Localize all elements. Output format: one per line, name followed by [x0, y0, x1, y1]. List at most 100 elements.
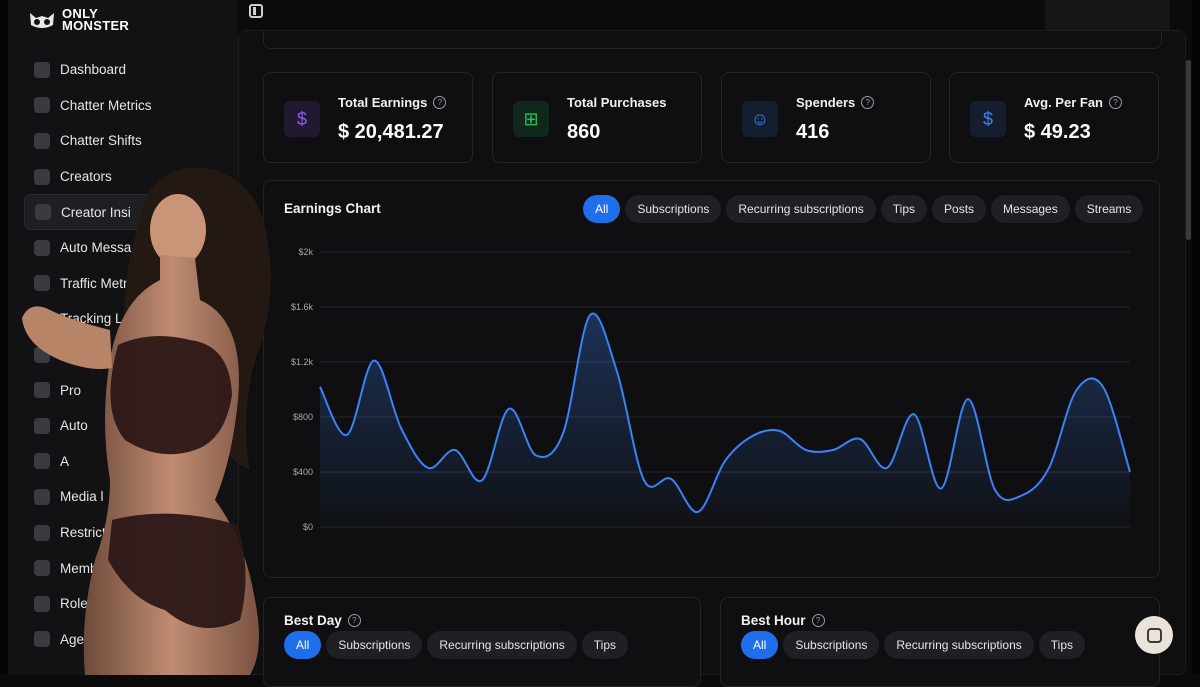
sidebar-item-label: Creators: [60, 169, 112, 184]
best-day-title: Best Day: [284, 613, 342, 628]
agency-icon: [34, 631, 50, 647]
filter-pill[interactable]: Streams: [1075, 195, 1144, 223]
stat-label: Total Purchases: [567, 95, 666, 110]
sidebar-item-label: Media l: [60, 489, 104, 504]
link-icon: [34, 311, 50, 327]
filter-pill[interactable]: Subscriptions: [783, 631, 879, 659]
sidebar-item-label: Auto: [60, 418, 88, 433]
sidebar-item[interactable]: Membe: [24, 550, 234, 586]
filter-pill[interactable]: Messages: [991, 195, 1070, 223]
filter-pill[interactable]: Tips: [1039, 631, 1085, 659]
sidebar-item[interactable]: Media l: [24, 479, 234, 515]
creators-icon: [34, 169, 50, 185]
help-icon[interactable]: ?: [348, 614, 361, 627]
stat-label: Spenders: [796, 95, 855, 110]
dollar-icon: $: [284, 101, 320, 137]
filter-pill[interactable]: Recurring subscriptions: [726, 195, 875, 223]
bolt-icon: [34, 240, 50, 256]
sidebar-item[interactable]: Restrict: [24, 515, 234, 551]
sidebar-item-label: Creator Insi: [61, 205, 131, 220]
scrollbar[interactable]: [1186, 60, 1191, 240]
sidebar-item-label: Traffic Metr: [60, 276, 128, 291]
top-filter-strip: [263, 30, 1162, 49]
filter-pill[interactable]: All: [741, 631, 778, 659]
filter-pill[interactable]: Tips: [881, 195, 927, 223]
sidebar-item-label: Pro: [60, 383, 81, 398]
sidebar-item-label: Membe: [60, 561, 105, 576]
ai-icon: [34, 453, 50, 469]
stat-value: $ 49.23: [1024, 121, 1091, 144]
sidebar-item[interactable]: Chatter Metrics: [24, 88, 234, 124]
sidebar-item[interactable]: Traffic Metr: [24, 266, 234, 302]
sidebar-item-label: A: [60, 454, 69, 469]
sidebar-item[interactable]: Creators: [24, 159, 234, 195]
cart-icon: ⊞: [513, 101, 549, 137]
sidebar-item-label: Dashboard: [60, 62, 126, 77]
auto-icon: [34, 418, 50, 434]
sidebar-item-label: Agen: [60, 632, 92, 647]
filter-pill[interactable]: Recurring subscriptions: [427, 631, 576, 659]
sidebar-item[interactable]: Creator Insi: [24, 194, 234, 230]
help-icon[interactable]: ?: [861, 96, 874, 109]
chart-icon: [34, 97, 50, 113]
sidebar-item-label: Auto Messa: [60, 240, 131, 255]
stat-card: $ Avg. Per Fan? $ 49.23: [949, 72, 1159, 163]
monster-logo-icon: [28, 9, 56, 31]
filter-pill[interactable]: Posts: [932, 195, 986, 223]
sidebar-item[interactable]: Tracking L: [24, 301, 234, 337]
sidebar: ONLY MONSTER Dashboard Chatter Metrics Cha…: [8, 0, 238, 675]
support-chat-button[interactable]: [1135, 616, 1173, 654]
sidebar-item-label: Roles: [60, 596, 95, 611]
stat-label: Total Earnings: [338, 95, 427, 110]
brand-name-line2: MONSTER: [62, 20, 129, 32]
sidebar-item-label: Restrict: [60, 525, 106, 540]
best-hour-title: Best Hour: [741, 613, 806, 628]
trial-link-icon: [34, 347, 50, 363]
stat-value: 416: [796, 121, 829, 144]
frame-edge-right: [1192, 0, 1200, 675]
chat-icon: [1147, 628, 1162, 643]
calendar-icon: [34, 133, 50, 149]
sidebar-item-label: Chatter Shifts: [60, 133, 142, 148]
sidebar-item[interactable]: Auto Messa: [24, 230, 234, 266]
sidebar-item[interactable]: Trial Links: [24, 337, 234, 373]
sidebar-item[interactable]: Pro: [24, 372, 234, 408]
filter-pill[interactable]: Subscriptions: [625, 195, 721, 223]
stat-label: Avg. Per Fan: [1024, 95, 1103, 110]
sidebar-item[interactable]: Roles: [24, 586, 234, 622]
sidebar-item[interactable]: A: [24, 444, 234, 480]
dollar-icon: $: [970, 101, 1006, 137]
media-icon: [34, 489, 50, 505]
sidebar-item[interactable]: Auto: [24, 408, 234, 444]
filter-pill[interactable]: Subscriptions: [326, 631, 422, 659]
filter-pill[interactable]: All: [583, 195, 620, 223]
sidebar-item[interactable]: Dashboard: [24, 52, 234, 88]
sidebar-nav: Dashboard Chatter Metrics Chatter Shifts Cr…: [24, 52, 234, 657]
dashboard-icon: [34, 62, 50, 78]
restrict-icon: [34, 525, 50, 541]
help-icon[interactable]: ?: [812, 614, 825, 627]
filter-pill[interactable]: Recurring subscriptions: [884, 631, 1033, 659]
toggle-sidebar-icon[interactable]: [249, 4, 263, 18]
sidebar-item-label: Tracking L: [60, 311, 123, 326]
members-icon: [34, 560, 50, 576]
stat-value: 860: [567, 121, 600, 144]
help-icon[interactable]: ?: [433, 96, 446, 109]
bar-chart-icon: [35, 204, 51, 220]
filter-pill[interactable]: All: [284, 631, 321, 659]
stat-card: ☺Spenders?416: [721, 72, 931, 163]
traffic-icon: [34, 275, 50, 291]
earnings-chart-title: Earnings Chart: [284, 201, 381, 216]
sidebar-item[interactable]: Chatter Shifts: [24, 123, 234, 159]
filter-pill[interactable]: Tips: [582, 631, 628, 659]
brand-logo[interactable]: ONLY MONSTER: [28, 8, 129, 32]
stat-value: $ 20,481.27: [338, 121, 444, 144]
help-icon[interactable]: ?: [1109, 96, 1122, 109]
sidebar-item[interactable]: Agen: [24, 622, 234, 658]
